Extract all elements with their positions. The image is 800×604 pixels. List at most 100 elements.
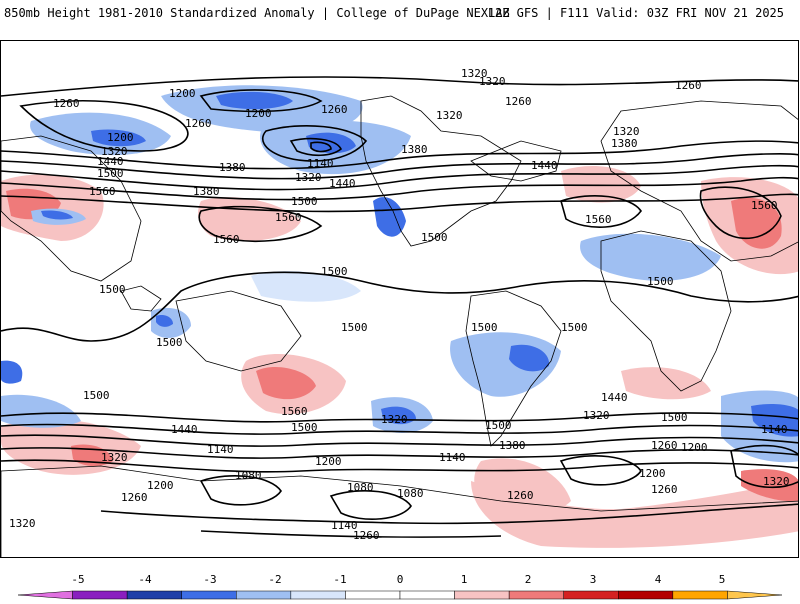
contour-label: 1200 [681,441,708,454]
anomaly-area-positive [741,469,798,502]
anomaly-area-negative [251,271,361,302]
contour-label: 1080 [235,469,262,482]
contour-label: 1260 [53,97,80,110]
colorbar-tick: 0 [397,573,404,586]
colorbar-segment [672,590,728,600]
contour-label: 1260 [505,95,532,108]
contour-label: 1320 [613,125,640,138]
contour-label: 1320 [436,109,463,122]
colorbar-tick: -1 [333,573,346,586]
contour-label: 1500 [341,321,368,334]
coastline [175,290,302,372]
contour-line [1,76,798,97]
height-contours [1,76,798,538]
contour-label: 1260 [353,529,380,542]
colorbar-segment [563,590,619,600]
anomaly-area-negative [373,197,406,237]
colorbar-tick: 1 [461,573,468,586]
contour-label: 1260 [121,491,148,504]
contour-label: 1440 [531,159,558,172]
contour-label: 1380 [193,185,220,198]
anomaly-area-negative [509,344,550,372]
contour-label: 1260 [675,79,702,92]
contour-label: 1440 [171,423,198,436]
colorbar-segment [454,590,510,600]
contour-line [1,140,798,170]
contour-label: 1380 [401,143,428,156]
anomaly-area-negative [306,132,356,154]
contour-label: 1500 [291,195,318,208]
contour-line [310,141,332,153]
contour-label: 1140 [307,157,334,170]
coastline [120,285,162,312]
contour-line [199,475,282,506]
contour-label: 1260 [507,489,534,502]
map-panel: 1320 1260 1260 1200 1260 1200 1320 1440 … [0,40,799,558]
contour-label: 1200 [639,467,666,480]
contour-line [1,447,798,459]
anomaly-area-positive [561,166,641,203]
contour-line [100,503,798,525]
colorbar-segment [618,590,674,600]
colorbar-tick: -2 [268,573,281,586]
contour-line [1,153,798,180]
contour-line [199,89,323,113]
colorbar-segment [236,590,292,600]
coastline [600,100,798,262]
contour-label: 1560 [213,233,240,246]
contour-line [19,100,189,152]
contour-label: 1560 [89,185,116,198]
coastline [600,230,732,392]
contour-label: 1320 [101,451,128,464]
coastline [1,465,798,557]
contour-label: 1320 [479,75,506,88]
colorbar-tick: -3 [203,573,216,586]
contour-label: 1260 [651,483,678,496]
contour-label: 1320 [381,413,408,426]
contour-label: 1200 [147,479,174,492]
contour-label: 1500 [83,389,110,402]
contour-label: 1500 [99,283,126,296]
contour-line [1,193,798,213]
contour-label: 1500 [421,231,448,244]
contour-label: 1200 [169,87,196,100]
anomaly-area-negative [580,233,721,281]
contour-line [200,530,502,538]
contour-label: 1320 [9,517,36,530]
anomaly-map: 1320 1260 1260 1200 1260 1200 1320 1440 … [1,67,798,557]
contour-line [1,459,798,473]
anomaly-area-negative [41,210,73,220]
contour-label: 1380 [219,161,246,174]
contour-line [198,205,323,242]
contour-label: 1200 [315,455,342,468]
contour-labels: 1320 1260 1260 1200 1260 1200 1320 1440 … [9,67,790,542]
colorbar-segment [508,590,564,600]
contour-label: 1560 [751,199,778,212]
contour-label: 1260 [185,117,212,130]
colorbar-segment [72,590,128,600]
colorbar-tick: 5 [719,573,726,586]
anomaly-area-negative [216,91,293,110]
continent-outlines [1,95,798,557]
contour-label: 1500 [485,419,512,432]
contour-label: 1320 [101,145,128,158]
colorbar-tick: 2 [525,573,532,586]
contour-line [329,490,412,520]
colorbar-segment [126,590,182,600]
colorbar-tick: 3 [590,573,597,586]
contour-label: 1380 [499,439,526,452]
model-run-info: 12Z GFS | F111 Valid: 03Z FRI NOV 21 202… [487,6,784,20]
anomaly-colorbar: -5 -4 -3 -2 -1 0 1 2 3 4 5 [0,568,800,600]
contour-label: 1320 [763,475,790,488]
contour-label: 1500 [321,265,348,278]
contour-label: 1500 [156,336,183,349]
contour-line [262,125,368,162]
contour-label: 1080 [397,487,424,500]
coastline [1,135,142,282]
colorbar-segments [17,590,783,600]
colorbar-segment [181,590,237,600]
colorbar-segment [399,590,455,600]
anomaly-area-negative [1,394,81,428]
coastline [470,140,562,182]
contour-line [1,412,798,423]
